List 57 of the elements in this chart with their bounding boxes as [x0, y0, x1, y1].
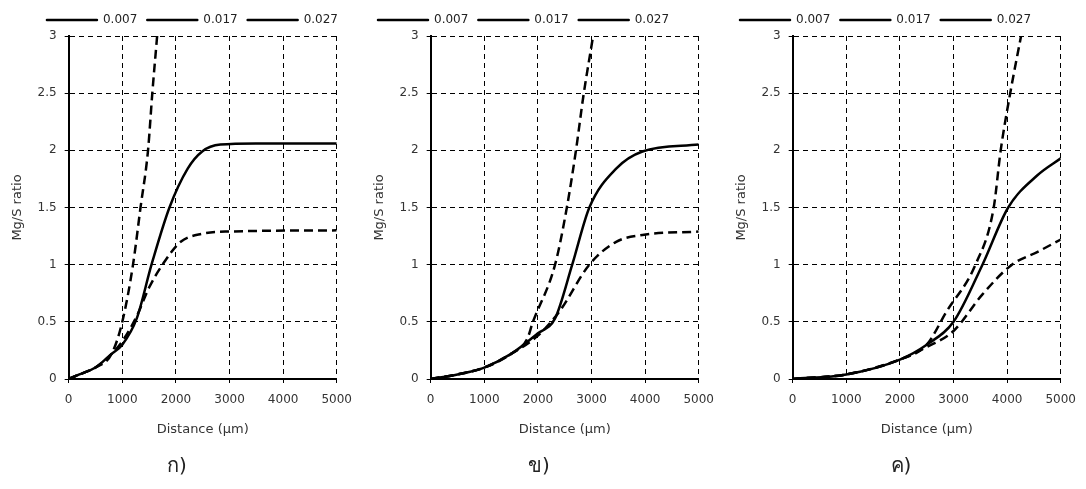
legend-label: 0.007 [434, 12, 469, 27]
x-tick-label: 3000 [938, 392, 969, 407]
legend-label: 0.007 [102, 12, 138, 27]
y-tick-label: 0 [49, 371, 57, 386]
x-tick-label: 1000 [107, 392, 138, 407]
x-axis-title: Distance (µm) [880, 420, 973, 436]
y-tick-label: 0.5 [37, 313, 57, 328]
y-tick-label: 3 [411, 28, 419, 43]
y-tick-label: 2 [773, 142, 781, 157]
x-tick-label: 3000 [576, 392, 607, 407]
x-tick-label: 0 [64, 392, 73, 407]
y-tick-label: 2 [411, 142, 419, 157]
x-tick-label: 5000 [1045, 392, 1076, 407]
legend-label: 0.027 [634, 12, 670, 27]
legend-label: 0.007 [796, 12, 831, 27]
y-tick-label: 0.5 [761, 313, 781, 328]
x-tick-label: 4000 [629, 392, 661, 407]
x-tick-label: 5000 [321, 392, 352, 407]
y-tick-label: 1.5 [37, 199, 57, 214]
x-axis-title: Distance (µm) [156, 420, 249, 436]
y-axis-title: Mg/S ratio [9, 174, 25, 241]
x-tick-label: 4000 [267, 392, 299, 407]
x-tick-label: 2000 [884, 392, 916, 407]
y-tick-label: 1 [411, 256, 419, 271]
legend-label: 0.017 [203, 12, 238, 27]
y-tick-label: 2.5 [399, 85, 419, 100]
text: ค) [890, 453, 912, 478]
y-tick-label: 1 [773, 256, 781, 271]
text: ข) [528, 453, 550, 478]
x-tick-label: 3000 [214, 392, 245, 407]
y-tick-label: 1.5 [761, 199, 781, 214]
x-tick-label: 2000 [522, 392, 554, 407]
text: ก) [167, 453, 187, 478]
x-tick-label: 1000 [831, 392, 862, 407]
x-tick-label: 0 [426, 392, 435, 407]
y-tick-label: 2.5 [37, 85, 57, 100]
y-tick-label: 0 [773, 371, 781, 386]
y-tick-label: 1.5 [399, 199, 419, 214]
y-axis-title: Mg/S ratio [733, 174, 749, 241]
y-axis-title: Mg/S ratio [371, 174, 387, 241]
y-tick-label: 0 [411, 371, 419, 386]
y-tick-label: 3 [773, 28, 781, 43]
y-tick-label: 0.5 [399, 313, 419, 328]
legend-label: 0.027 [303, 12, 339, 27]
legend-label: 0.017 [896, 12, 931, 27]
y-tick-label: 1 [49, 256, 57, 271]
y-tick-label: 2 [49, 142, 57, 157]
x-tick-label: 1000 [469, 392, 500, 407]
x-tick-label: 4000 [991, 392, 1023, 407]
x-tick-label: 0 [788, 392, 797, 407]
x-tick-label: 5000 [683, 392, 714, 407]
y-tick-label: 2.5 [761, 85, 781, 100]
x-axis-title: Distance (µm) [518, 420, 611, 436]
y-tick-label: 3 [49, 28, 57, 43]
x-tick-label: 2000 [160, 392, 192, 407]
legend-label: 0.017 [534, 12, 569, 27]
legend-label: 0.027 [996, 12, 1032, 27]
